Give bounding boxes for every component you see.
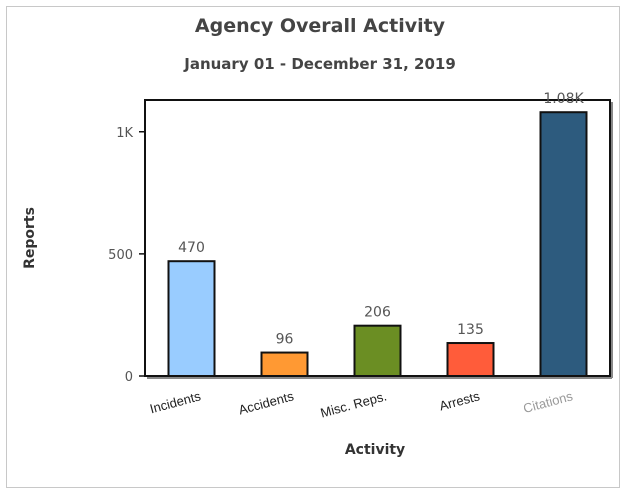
- bar-value-label: 96: [276, 332, 294, 348]
- bar: [353, 324, 402, 378]
- y-tick-label: 500: [108, 248, 133, 263]
- x-axis-label: Activity: [345, 442, 405, 458]
- y-tick-label: 0: [125, 370, 133, 385]
- x-tick-label: Incidents: [148, 388, 203, 416]
- y-axis-label: Reports: [22, 207, 38, 269]
- x-tick-label: Arrests: [438, 388, 482, 413]
- y-tick-label: 1K: [116, 126, 133, 141]
- bar-value-label: 1.08K: [543, 91, 584, 107]
- x-tick-label: Citations: [522, 388, 575, 416]
- bar: [167, 260, 216, 378]
- plot-area: 0 500 1K 470 Incidents 96 Accidents 206 Misc. Re…: [108, 91, 613, 420]
- chart-subtitle: January 01 - December 31, 2019: [183, 55, 456, 73]
- bar: [539, 111, 588, 377]
- bar-value-label: 470: [178, 240, 205, 256]
- bar-value-label: 135: [457, 322, 484, 338]
- bar: [446, 342, 495, 377]
- x-tick-label: Misc. Reps.: [319, 388, 388, 420]
- bar: [260, 351, 309, 378]
- chart-title: Agency Overall Activity: [195, 15, 446, 37]
- bar-value-label: 206: [364, 305, 391, 321]
- x-tick-label: Accidents: [237, 388, 296, 417]
